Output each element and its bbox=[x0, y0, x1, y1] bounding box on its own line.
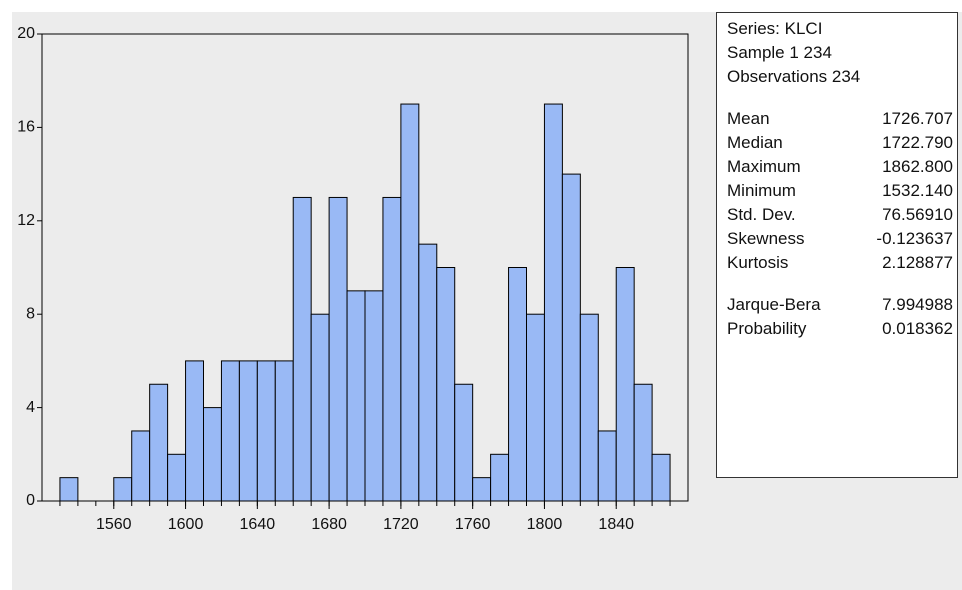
bar bbox=[579, 313, 599, 502]
x-tick-label: 1680 bbox=[311, 516, 347, 533]
bar bbox=[149, 383, 169, 502]
y-tick-label: 16 bbox=[17, 119, 35, 136]
stat-row: Skewness -0.123637 bbox=[727, 227, 957, 251]
bar bbox=[651, 453, 671, 502]
stat-row: Mean 1726.707 bbox=[727, 107, 957, 131]
bar bbox=[185, 360, 205, 502]
x-tick-label: 1840 bbox=[598, 516, 634, 533]
stat-label: Std. Dev. bbox=[727, 205, 796, 224]
bar bbox=[543, 103, 563, 502]
bar bbox=[167, 453, 187, 502]
spacer bbox=[727, 89, 957, 107]
bar bbox=[256, 360, 276, 502]
stat-value: -0.123637 bbox=[876, 229, 953, 248]
stat-row: Minimum 1532.140 bbox=[727, 179, 957, 203]
bar bbox=[203, 407, 222, 502]
y-tick-label: 0 bbox=[26, 492, 35, 509]
stat-value: 1532.140 bbox=[882, 181, 953, 200]
stat-label: Mean bbox=[727, 109, 770, 128]
stat-value: 2.128877 bbox=[882, 253, 953, 272]
stat-row: Maximum 1862.800 bbox=[727, 155, 957, 179]
y-tick-label: 4 bbox=[26, 399, 35, 416]
info-line: Series: KLCI bbox=[727, 19, 823, 38]
y-tick-label: 8 bbox=[26, 305, 35, 322]
stat-value: 1862.800 bbox=[882, 157, 953, 176]
stat-label: Maximum bbox=[727, 157, 801, 176]
bar bbox=[436, 267, 456, 502]
y-tick-label: 20 bbox=[17, 25, 35, 42]
bar bbox=[490, 453, 510, 502]
stat-label: Probability bbox=[727, 319, 807, 338]
bar bbox=[328, 196, 348, 502]
x-tick-label: 1600 bbox=[168, 516, 204, 533]
info-line: Sample 1 234 bbox=[727, 43, 832, 62]
bar bbox=[310, 313, 330, 502]
spacer bbox=[727, 275, 957, 293]
bar bbox=[472, 477, 492, 502]
bar bbox=[238, 360, 258, 502]
bar bbox=[508, 267, 527, 502]
stat-row: Median 1722.790 bbox=[727, 131, 957, 155]
x-tick-label: 1800 bbox=[527, 516, 563, 533]
y-tick-label: 12 bbox=[17, 212, 35, 229]
stat-row: Std. Dev. 76.56910 bbox=[727, 203, 957, 227]
stat-value: 1722.790 bbox=[882, 133, 953, 152]
stat-value: 76.56910 bbox=[882, 205, 953, 224]
stat-label: Kurtosis bbox=[727, 253, 789, 272]
bar bbox=[292, 196, 312, 502]
bar bbox=[346, 290, 366, 502]
bar bbox=[400, 103, 420, 502]
x-tick-label: 1720 bbox=[383, 516, 419, 533]
bar bbox=[382, 196, 402, 502]
stat-value: 0.018362 bbox=[882, 319, 953, 338]
bar bbox=[615, 267, 635, 502]
stat-row: Probability 0.018362 bbox=[727, 317, 957, 341]
info-line: Observations 234 bbox=[727, 67, 861, 86]
bar bbox=[526, 313, 545, 502]
stat-label: Jarque-Bera bbox=[727, 295, 821, 314]
bar bbox=[131, 430, 151, 502]
stat-row: Jarque-Bera 7.994988 bbox=[727, 293, 957, 317]
bar bbox=[113, 477, 133, 502]
x-tick-label: 1640 bbox=[240, 516, 276, 533]
bar bbox=[561, 173, 581, 502]
stat-label: Median bbox=[727, 133, 783, 152]
stat-label: Minimum bbox=[727, 181, 796, 200]
bar bbox=[59, 477, 79, 502]
bar bbox=[220, 360, 240, 502]
stat-label: Skewness bbox=[727, 229, 805, 248]
bar bbox=[597, 430, 617, 502]
bar bbox=[364, 290, 384, 502]
stat-value: 7.994988 bbox=[882, 295, 953, 314]
stats-box: Series: KLCI Sample 1 234 Observations 234… bbox=[716, 12, 958, 478]
bar bbox=[454, 383, 474, 502]
stat-value: 1726.707 bbox=[882, 109, 953, 128]
x-tick-label: 1760 bbox=[455, 516, 491, 533]
bar bbox=[274, 360, 294, 502]
x-tick-label: 1560 bbox=[96, 516, 132, 533]
bar bbox=[633, 383, 653, 502]
bar bbox=[418, 243, 438, 502]
stat-row: Kurtosis 2.128877 bbox=[727, 251, 957, 275]
